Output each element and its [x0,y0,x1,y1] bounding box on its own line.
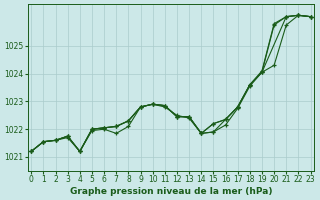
X-axis label: Graphe pression niveau de la mer (hPa): Graphe pression niveau de la mer (hPa) [70,187,272,196]
